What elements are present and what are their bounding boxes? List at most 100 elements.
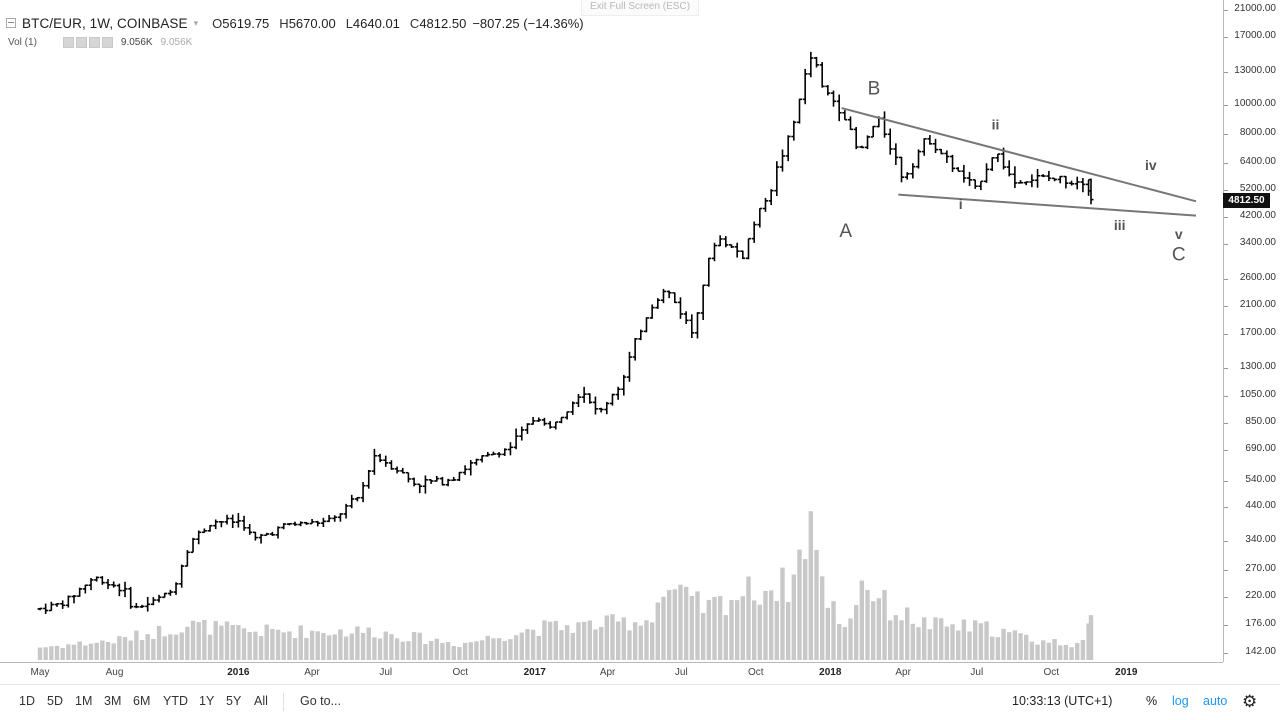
volume-bar (207, 634, 213, 660)
volume-bar (247, 632, 252, 660)
volume-bar (1080, 639, 1086, 660)
ohlc-bar (479, 455, 485, 463)
auto-scale-toggle[interactable]: auto (1203, 694, 1228, 708)
ohlc-bar (853, 127, 859, 150)
volume-label[interactable]: Vol (1) (8, 36, 37, 48)
wave-label-iii: iii (1114, 217, 1126, 233)
goto-date-button[interactable]: Go to... (300, 694, 341, 708)
ohlc-bar (383, 455, 389, 467)
ohlc-bar (54, 602, 60, 607)
range-button-1d[interactable]: 1D (19, 694, 35, 708)
ohlc-bar (587, 393, 593, 404)
volume-bar (763, 590, 768, 660)
ohlc-bar (904, 172, 910, 180)
volume-bar (88, 643, 94, 660)
ohlc-bar (955, 167, 961, 173)
ohlc-bar (706, 257, 712, 287)
range-button-5y[interactable]: 5Y (226, 694, 242, 708)
volume-bar (944, 626, 950, 660)
ohlc-bar (728, 244, 734, 249)
range-button-6m[interactable]: 6M (133, 694, 151, 708)
ohlc-bar (938, 148, 944, 155)
ohlc-bar (167, 589, 173, 596)
ohlc-bar (388, 460, 394, 470)
gear-icon[interactable]: ⚙ (1242, 692, 1258, 711)
time-axis[interactable]: May Aug 2016 Apr Jul Oct 2017 Apr Jul Oct 2018 Apr J… (0, 662, 1223, 684)
time-tick: Jul (674, 667, 688, 678)
price-tick: 2600.00 (1224, 272, 1280, 283)
volume-bar (1046, 642, 1052, 660)
range-button-1y[interactable]: 1Y (199, 694, 215, 708)
eye-icon[interactable] (62, 36, 74, 48)
chevron-down-icon[interactable]: ▾ (193, 17, 199, 28)
ohlc-bar (269, 531, 275, 536)
ohlc-bar (848, 116, 854, 131)
volume-bar (321, 632, 326, 660)
ohlc-high-key: H (279, 15, 289, 31)
ohlc-bar (77, 587, 83, 597)
price-tick: 8000.00 (1224, 127, 1280, 138)
ohlc-bar (43, 603, 49, 614)
price-tick: 850.00 (1224, 416, 1280, 427)
volume-bar (474, 641, 479, 660)
volume-bar (797, 549, 802, 660)
collapse-legend-icon[interactable] (6, 18, 16, 28)
price-tick: 176.00 (1224, 618, 1280, 629)
ohlc-bar (354, 496, 360, 502)
volume-bar (836, 623, 842, 660)
volume-bar (734, 600, 740, 660)
volume-bar (559, 630, 564, 660)
format-icon[interactable] (88, 36, 100, 48)
range-button-ytd[interactable]: YTD (163, 694, 188, 708)
time-tick: Apr (599, 667, 616, 678)
toolbar-divider (283, 693, 284, 711)
ohlc-bar (950, 154, 956, 172)
ohlc-bar (717, 235, 723, 247)
ohlc-open-key: O (212, 15, 223, 31)
volume-bar (270, 628, 275, 660)
ohlc-bar (218, 521, 224, 528)
ohlc-bar (320, 517, 326, 528)
range-button-5d[interactable]: 5D (47, 694, 63, 708)
range-button-all[interactable]: All (254, 694, 268, 708)
clock-timezone[interactable]: 10:33:13 (UTC+1) (1012, 694, 1113, 708)
volume-bar (457, 647, 462, 660)
ohlc-bar (893, 143, 899, 165)
ohlc-bar (411, 477, 417, 487)
price-tick: 21000.00 (1224, 3, 1280, 14)
ohlc-bar (734, 242, 740, 258)
ohlc-low-key: L (345, 15, 353, 31)
volume-bar (383, 631, 388, 660)
ohlc-bar (836, 94, 842, 122)
volume-bar (632, 622, 638, 660)
log-scale-toggle[interactable]: log (1172, 694, 1189, 708)
ohlc-bar (1006, 160, 1012, 177)
range-button-3m[interactable]: 3M (104, 694, 122, 708)
ohlc-bar (235, 512, 241, 528)
ohlc-bar (281, 523, 287, 530)
ohlc-bar (337, 513, 343, 522)
ohlc-bar (921, 138, 927, 156)
volume-bar (105, 641, 111, 660)
exit-fullscreen-button[interactable]: Exit Full Screen (ESC) (581, 0, 700, 16)
price-scale[interactable]: 21000.00 17000.00 13000.00 10000.00 8000.00 6… (1223, 0, 1280, 662)
volume-bar (695, 591, 700, 660)
ohlc-open-value: 5619.75 (222, 15, 270, 31)
ohlc-bar (184, 550, 190, 567)
symbol-header: BTC/EUR, 1W, COINBASE ▾ O 5619.75 H 5670.0… (6, 14, 590, 32)
close-icon[interactable] (101, 36, 113, 48)
ohlc-bar (496, 452, 502, 458)
price-bars-layer (37, 51, 1094, 614)
price-tick: 1300.00 (1224, 361, 1280, 372)
symbol-title[interactable]: BTC/EUR, 1W, COINBASE (22, 15, 188, 31)
ohlc-bar (434, 475, 440, 482)
settings-small-icon[interactable] (75, 36, 87, 48)
volume-bar (236, 625, 241, 660)
ohlc-bar (258, 533, 264, 544)
percent-scale-toggle[interactable]: % (1146, 694, 1158, 708)
range-button-1m[interactable]: 1M (75, 694, 93, 708)
volume-bar (445, 641, 451, 660)
ohlc-bar (711, 242, 717, 262)
